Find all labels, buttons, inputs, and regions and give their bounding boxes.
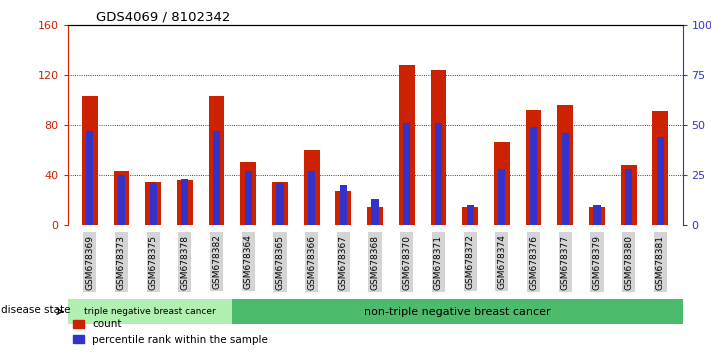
Text: triple negative breast cancer: triple negative breast cancer <box>84 307 216 316</box>
Text: disease state: disease state <box>1 305 70 315</box>
Bar <box>399 65 415 225</box>
Bar <box>86 131 93 225</box>
Bar <box>367 207 383 225</box>
Bar <box>371 199 379 225</box>
Bar <box>589 207 605 225</box>
Bar <box>114 171 129 225</box>
Bar <box>149 183 156 225</box>
Bar <box>245 171 252 225</box>
Bar <box>336 191 351 225</box>
Bar <box>525 110 542 225</box>
Bar <box>213 131 220 225</box>
Bar <box>177 180 193 225</box>
Text: non-triple negative breast cancer: non-triple negative breast cancer <box>364 307 551 316</box>
Bar <box>82 96 97 225</box>
Bar <box>340 185 347 225</box>
Bar <box>530 127 537 225</box>
Bar <box>594 205 601 225</box>
Bar <box>494 142 510 225</box>
Bar <box>240 162 256 225</box>
Text: GDS4069 / 8102342: GDS4069 / 8102342 <box>96 11 230 24</box>
Bar <box>462 207 478 225</box>
Bar <box>145 182 161 225</box>
Bar <box>277 183 284 225</box>
Bar <box>657 137 664 225</box>
Legend: count, percentile rank within the sample: count, percentile rank within the sample <box>69 315 272 349</box>
Bar <box>653 111 668 225</box>
Bar <box>304 150 319 225</box>
Bar <box>403 123 410 225</box>
Bar <box>308 171 315 225</box>
Bar <box>625 169 632 225</box>
Bar <box>272 182 288 225</box>
Bar <box>562 133 569 225</box>
Bar <box>181 179 188 225</box>
Bar <box>208 96 225 225</box>
Bar <box>431 70 447 225</box>
Bar <box>435 123 442 225</box>
Bar <box>498 169 506 225</box>
Bar <box>621 165 636 225</box>
Bar <box>118 175 125 225</box>
Bar <box>466 205 474 225</box>
Bar <box>557 105 573 225</box>
